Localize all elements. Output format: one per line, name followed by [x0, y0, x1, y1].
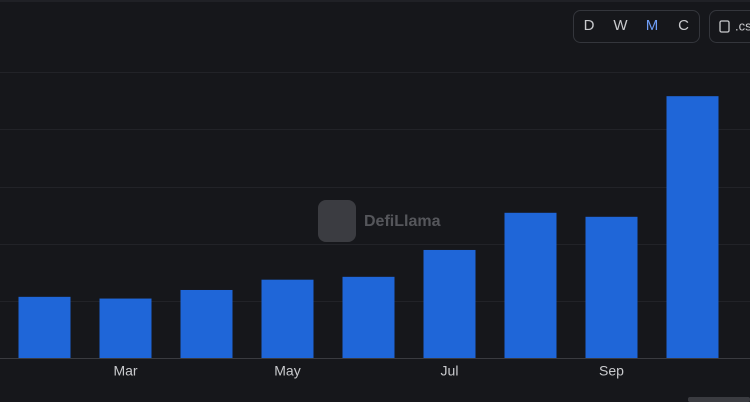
interval-option[interactable]: M [646, 17, 659, 34]
bar [18, 296, 71, 358]
export-icon [719, 20, 730, 33]
export-label[interactable]: .cs [735, 18, 750, 33]
bar [342, 276, 395, 358]
interval-option[interactable]: C [678, 17, 689, 34]
watermark: DefiLlama [318, 200, 441, 242]
x-tick-label: May [274, 363, 300, 379]
x-tick-label: Jul [441, 363, 459, 379]
watermark-logo [318, 200, 356, 242]
bar [423, 249, 476, 358]
export-button[interactable]: .cs [709, 10, 750, 43]
watermark-text: DefiLlama [364, 213, 441, 230]
interval-option[interactable]: W [613, 17, 628, 34]
x-tick-label: Mar [113, 363, 137, 379]
toggle-frame [573, 10, 700, 43]
interval-option[interactable]: D [584, 17, 595, 34]
export-frame[interactable] [709, 10, 750, 43]
bar [180, 289, 233, 358]
scrollbar [688, 397, 750, 402]
bar [666, 96, 719, 358]
bar [99, 298, 152, 358]
x-tick-label: Sep [599, 363, 624, 379]
bar [504, 212, 557, 358]
bar [261, 279, 314, 358]
plot-area: Mar May Jul Sep [0, 72, 750, 379]
bar [585, 216, 638, 358]
